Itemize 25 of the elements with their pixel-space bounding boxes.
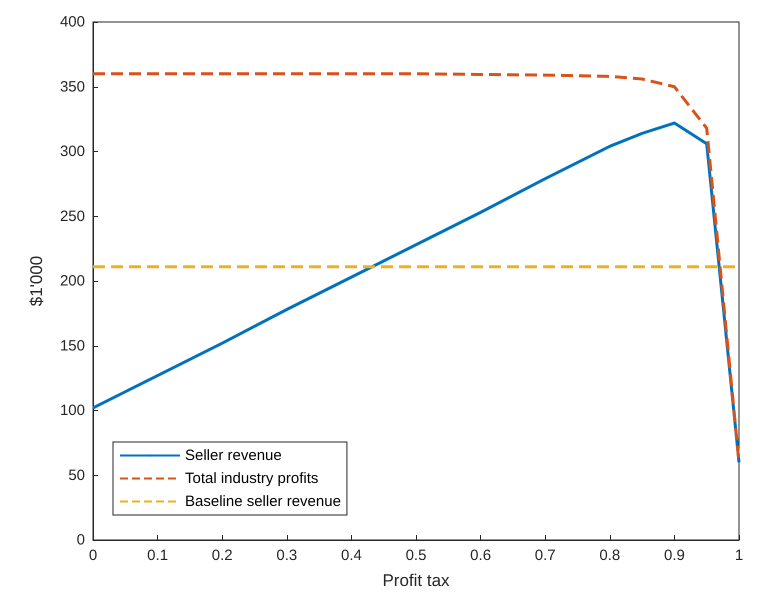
legend-label: Baseline seller revenue [185, 493, 341, 510]
x-tick-label: 0.7 [534, 547, 556, 564]
x-tick-label: 0.2 [212, 547, 233, 564]
x-tick-label: 0.5 [406, 547, 426, 564]
legend-label: Seller revenue [185, 447, 282, 464]
y-tick-label: 250 [60, 208, 85, 225]
x-tick-label: 0.6 [470, 547, 492, 564]
y-tick-label: 150 [60, 337, 85, 354]
x-tick-label: 0.9 [664, 547, 685, 564]
x-tick-label: 0.4 [340, 547, 362, 564]
x-tick-label: 0 [88, 547, 98, 564]
x-tick-label: 0.1 [147, 547, 168, 564]
x-tick-label: 0.8 [599, 547, 620, 564]
y-tick-label: 400 [60, 14, 85, 30]
y-tick-label: 100 [60, 402, 85, 419]
y-tick-label: 200 [60, 272, 85, 290]
x-tick-label: 0.3 [276, 547, 298, 564]
legend-label: Total industry profits [185, 470, 318, 487]
x-tick-label: 1 [734, 547, 744, 564]
y-axis-title: $1'000 [27, 256, 46, 306]
y-tick-label: 0 [76, 532, 85, 548]
y-tick-label: 350 [60, 78, 85, 96]
y-tick-label: 50 [68, 466, 85, 484]
y-tick-label: 300 [60, 143, 85, 160]
x-axis-title: Profit tax [382, 571, 450, 590]
